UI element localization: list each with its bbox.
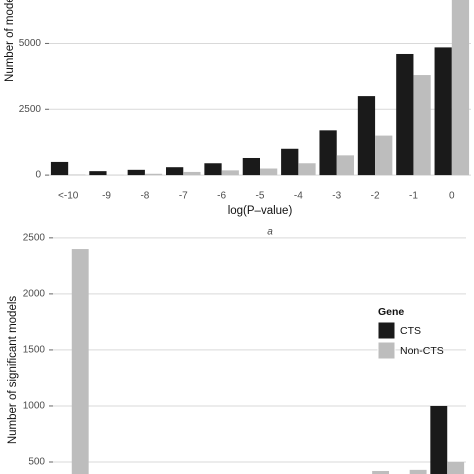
bar [396,53,414,176]
y-tick-label: 1500 [23,345,46,356]
bar [204,163,222,176]
y-tick-label: 2500 [19,104,42,115]
bar [447,462,465,474]
bar [260,168,278,176]
x-tick-label: 0 [449,191,455,202]
bar [127,169,145,176]
bar [298,163,316,176]
x-tick-label: -7 [179,191,188,202]
bar [50,161,69,176]
bar [409,469,427,474]
bar [451,0,470,176]
bar [319,130,337,176]
x-tick-label: -8 [140,191,149,202]
legend-label: Non-CTS [400,345,444,357]
bar [430,405,448,474]
bar [336,155,354,176]
x-tick-label: -4 [294,191,303,202]
y-tick-label: 2500 [23,232,46,243]
bar [221,170,239,176]
bar [413,75,431,176]
bar [89,171,107,176]
legend-label: CTS [400,325,421,337]
y-tick-label: 5000 [19,38,42,49]
bar [242,157,260,176]
x-tick-label: -3 [332,191,341,202]
x-tick-label: -2 [371,191,380,202]
x-axis-title: log(P–value) [228,205,293,217]
x-tick-label: <-10 [58,191,79,202]
caption: a [267,227,273,238]
bar [434,47,452,176]
y-tick-label: 0 [35,170,41,181]
bar [281,148,299,176]
y-axis-title: Number of significant models [7,296,19,445]
bar [357,96,376,176]
x-tick-label: -9 [102,191,111,202]
bar [144,173,163,176]
bar [183,171,201,176]
y-tick-label: 1000 [23,401,46,412]
legend-swatch [377,341,396,360]
x-tick-label: -1 [409,191,418,202]
bar [68,174,86,176]
y-tick-label: 500 [28,457,45,468]
bar [71,249,89,474]
y-axis-title: Number of models [4,0,16,82]
bar [375,135,393,176]
x-tick-label: -6 [217,191,226,202]
x-tick-label: -5 [256,191,265,202]
legend-title: Gene [378,306,404,318]
bar [372,470,390,474]
y-tick-label: 2000 [23,289,46,300]
bar [166,167,184,176]
legend-swatch [377,321,396,340]
